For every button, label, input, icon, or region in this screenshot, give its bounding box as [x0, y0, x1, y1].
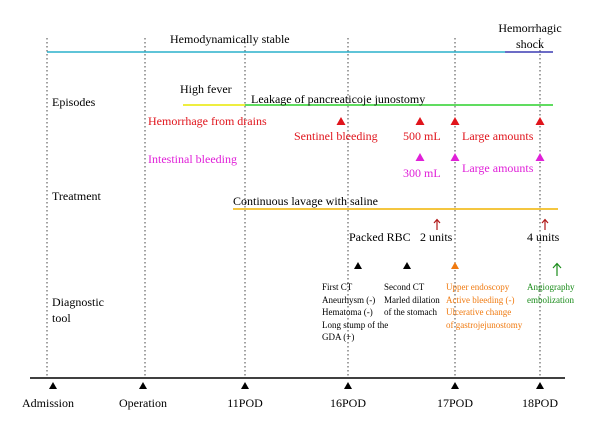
endoscopy-line: Active bleeding (-)	[446, 294, 515, 305]
row-treatment: Treatment	[52, 189, 101, 203]
units-2-label: 2 units	[420, 230, 453, 244]
endoscopy-line: Ulcerative change	[446, 307, 512, 317]
row-diagnostic-line2: tool	[52, 311, 71, 325]
stable-label: Hemodynamically stable	[170, 32, 290, 46]
axis-label-admission: Admission	[21, 396, 75, 410]
tick-admission	[49, 382, 57, 389]
marker-second-ct	[403, 262, 411, 269]
angiography-line: embolization	[527, 294, 574, 305]
lavage-label: Continuous lavage with saline	[233, 194, 378, 208]
row-episodes: Episodes	[52, 95, 96, 109]
tick-11pod	[241, 382, 249, 389]
second-ct-line: of the stomach	[384, 307, 437, 317]
tick-17pod	[451, 382, 459, 389]
leakage-label: Leakage of pancreaticoje junostomy	[251, 92, 426, 106]
axis-label-17pod: 17POD	[436, 396, 474, 410]
axis-label-11pod: 11POD	[227, 396, 263, 410]
second-ct-line: Marled dilation	[384, 294, 440, 305]
first-ct-note: First CT Aneurhysm (-) Hematoma (-) Long…	[322, 281, 388, 344]
marker-angiography	[552, 262, 562, 276]
marker-sentinel	[336, 117, 346, 125]
rbc-arrow-4units	[541, 218, 549, 230]
bleed-300-label: 300 mL	[403, 166, 441, 180]
shock-label-line1: Hemorrhagic	[498, 21, 562, 35]
endoscopy-note: Upper endoscopy Active bleeding (-) Ulce…	[446, 281, 522, 331]
first-ct-line: Aneurhysm (-)	[322, 294, 376, 305]
intestinal-label: Intestinal bleeding	[148, 152, 237, 166]
marker-300ml	[415, 153, 425, 161]
large-amounts-1-label: Large amounts	[462, 129, 534, 143]
first-ct-line: Hematoma (-)	[322, 307, 373, 317]
tick-18pod	[536, 382, 544, 389]
tick-operation	[139, 382, 147, 389]
marker-500ml	[415, 117, 425, 125]
marker-large-1	[450, 117, 460, 125]
intestinal-markers	[415, 153, 545, 161]
second-ct-note: Second CT Marled dilation of the stomach	[384, 281, 440, 319]
angiography-note: Angiography embolization	[527, 281, 575, 306]
first-ct-line: First CT	[322, 282, 353, 292]
units-4-label: 4 units	[527, 230, 560, 244]
rbc-arrow-2units	[433, 218, 441, 230]
hemorrhage-markers	[336, 117, 545, 125]
row-diagnostic-line1: Diagnostic	[52, 295, 104, 309]
second-ct-line: Second CT	[384, 282, 425, 292]
angiography-line: Angiography	[527, 282, 575, 292]
day-guides	[46, 38, 541, 376]
marker-large-1b	[535, 117, 545, 125]
first-ct-line: Long stump of the	[322, 319, 389, 330]
axis-ticks	[49, 382, 544, 389]
axis-label-operation: Operation	[119, 396, 167, 410]
marker-first-ct	[354, 262, 362, 269]
marker-large-2	[450, 153, 460, 161]
marker-endoscopy	[451, 262, 459, 269]
endoscopy-line: Upper endoscopy	[446, 282, 510, 292]
marker-large-2b	[535, 153, 545, 161]
large-amounts-2-label: Large amounts	[462, 161, 534, 175]
axis-label-18pod: 18POD	[521, 396, 559, 410]
hemorrhage-drains-label: Hemorrhage from drains	[148, 114, 267, 128]
tick-16pod	[344, 382, 352, 389]
shock-label-line2: shock	[516, 37, 544, 51]
endoscopy-line: of gastrojejunostomy	[446, 319, 523, 330]
axis-label-16pod: 16POD	[329, 396, 367, 410]
packed-rbc-label: Packed RBC	[349, 230, 411, 244]
bleed-500-label: 500 mL	[403, 129, 441, 143]
sentinel-label: Sentinel bleeding	[294, 129, 378, 143]
first-ct-line: GDA (+)	[322, 332, 355, 342]
rbc-arrows	[433, 218, 549, 230]
fever-label: High fever	[180, 82, 232, 96]
